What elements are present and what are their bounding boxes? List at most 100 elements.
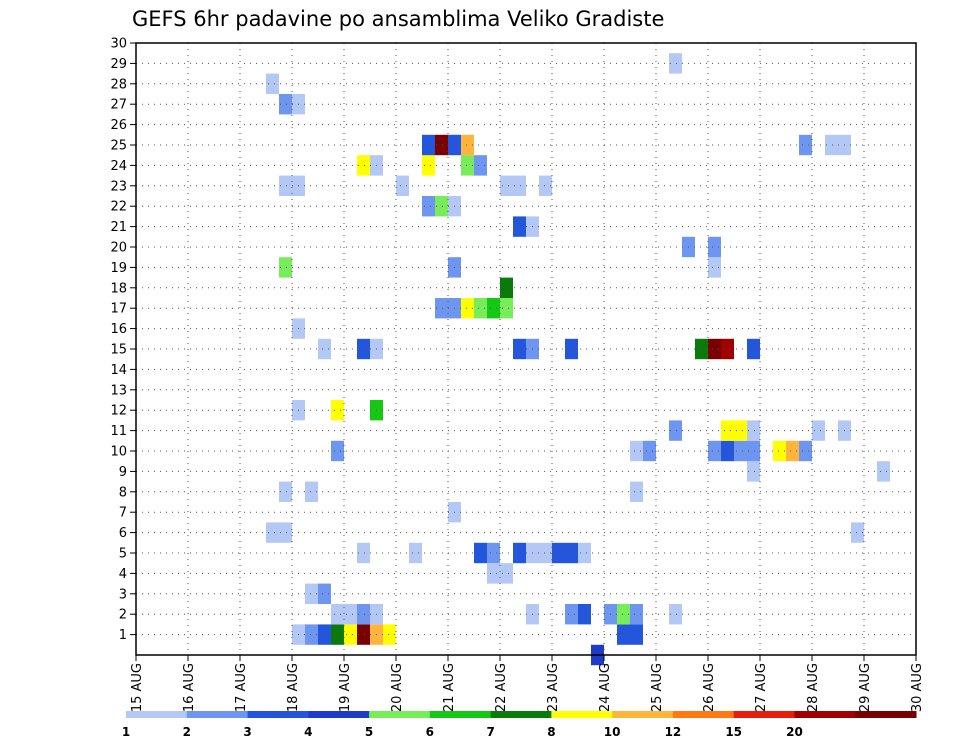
heatmap-cell: [344, 624, 357, 645]
heatmap-cell: [422, 134, 435, 156]
y-tick-label: 29: [110, 57, 127, 72]
heatmap-cell: [461, 298, 474, 319]
heatmap-cell: [695, 338, 708, 360]
y-tick-label: 9: [119, 465, 127, 480]
colorbar-label: 1: [122, 725, 130, 739]
heatmap-cell: [747, 440, 760, 462]
heatmap-cell: [539, 542, 552, 564]
y-tick-label: 4: [119, 567, 127, 582]
y-tick-label: 12: [110, 404, 127, 419]
colorbar-label: 6: [426, 725, 434, 739]
colorbar-swatch: [126, 711, 188, 718]
colorbar-swatch: [672, 711, 735, 718]
heatmap-cell: [279, 94, 292, 115]
heatmap-cell: [747, 461, 760, 482]
heatmap-cell: [669, 420, 682, 441]
heatmap-cell: [786, 440, 799, 462]
heatmap-cell: [331, 604, 344, 625]
heatmap-cell: [474, 298, 487, 319]
x-tick-label: 28 AUG: [806, 663, 821, 712]
y-tick-label: 5: [119, 547, 127, 562]
heatmap-cell: [773, 440, 786, 462]
y-tick-label: 2: [119, 608, 127, 623]
heatmap-cell: [357, 542, 370, 564]
colorbar-label: 10: [604, 725, 621, 739]
y-tick-label: 21: [110, 220, 127, 235]
x-tick-label: 15 AUG: [130, 663, 145, 712]
heatmap-cell: [396, 175, 409, 196]
x-tick-label: 18 AUG: [286, 663, 301, 712]
heatmap-cell: [422, 196, 435, 217]
heatmap-cell: [357, 155, 370, 176]
grid-layer: [136, 42, 916, 655]
heatmap-cell: [344, 604, 357, 625]
heatmap-cell: [734, 420, 747, 441]
heatmap-cell: [617, 624, 630, 645]
heatmap-cell: [630, 624, 643, 645]
colorbar-label: 15: [725, 725, 742, 739]
heatmap-cell: [266, 522, 279, 543]
colorbar-label: 20: [786, 725, 803, 739]
x-tick-label: 26 AUG: [702, 663, 717, 712]
heatmap-cell: [318, 624, 331, 645]
x-tick-label: 29 AUG: [858, 663, 873, 712]
axes-ticks: 1234567891011121314151617181920212223242…: [110, 37, 925, 713]
heatmap-cell: [318, 583, 331, 604]
y-tick-label: 23: [110, 179, 127, 194]
heatmap-cell: [422, 155, 435, 176]
heatmap-cell: [630, 604, 643, 625]
heatmap-cell: [318, 338, 331, 360]
x-tick-label: 17 AUG: [234, 663, 249, 712]
colorbar-swatch: [551, 711, 613, 718]
heatmap-cell: [305, 481, 318, 502]
heatmap-cell: [383, 624, 396, 645]
colorbar-swatch: [794, 711, 856, 718]
heatmap-cell: [500, 563, 513, 584]
heatmap-cell: [799, 134, 812, 156]
heatmap-cell: [669, 53, 682, 74]
heatmap-cell: [747, 420, 760, 441]
heatmap-cell: [357, 604, 370, 625]
heatmap-cell: [474, 155, 487, 176]
heatmap-cell: [474, 542, 487, 564]
heatmap-cell: [708, 257, 721, 278]
heatmap-cell: [435, 298, 448, 319]
y-tick-label: 1: [119, 628, 127, 643]
x-tick-label: 27 AUG: [754, 663, 769, 712]
heatmap-cell: [500, 277, 513, 298]
heatmap-cell: [500, 175, 513, 196]
y-tick-label: 18: [110, 281, 127, 296]
colorbar-swatch: [612, 711, 674, 718]
heatmap-cell: [578, 542, 591, 564]
colorbar-label: 5: [365, 725, 373, 739]
y-tick-label: 15: [110, 343, 127, 358]
y-tick-label: 24: [110, 159, 127, 174]
y-tick-label: 6: [119, 526, 127, 541]
heatmap-cell: [721, 420, 734, 441]
heatmap-cell: [552, 542, 565, 564]
colorbar-swatch: [247, 711, 309, 718]
heatmap-cell: [812, 420, 825, 441]
heatmap-cell: [279, 257, 292, 278]
heatmap-cell: [643, 440, 656, 462]
y-tick-label: 7: [119, 506, 127, 521]
heatmap-cell: [513, 542, 526, 564]
heatmap-cell: [461, 155, 474, 176]
heatmap-cell: [331, 400, 344, 421]
y-tick-label: 27: [110, 98, 127, 113]
colorbar-label: 3: [243, 725, 251, 739]
colorbar-label: 12: [665, 725, 682, 739]
y-tick-label: 3: [119, 587, 127, 602]
colorbar-swatch: [490, 711, 552, 718]
heatmap-cell: [734, 440, 747, 462]
colorbar-label: 8: [547, 725, 555, 739]
y-tick-label: 17: [110, 302, 127, 317]
heatmap-cell: [279, 175, 292, 196]
heatmap-cell: [331, 440, 344, 462]
heatmap-cell: [630, 440, 643, 462]
heatmap-cell: [279, 481, 292, 502]
y-tick-label: 26: [110, 118, 127, 133]
heatmap-cell: [565, 542, 578, 564]
x-tick-label: 20 AUG: [390, 663, 405, 712]
